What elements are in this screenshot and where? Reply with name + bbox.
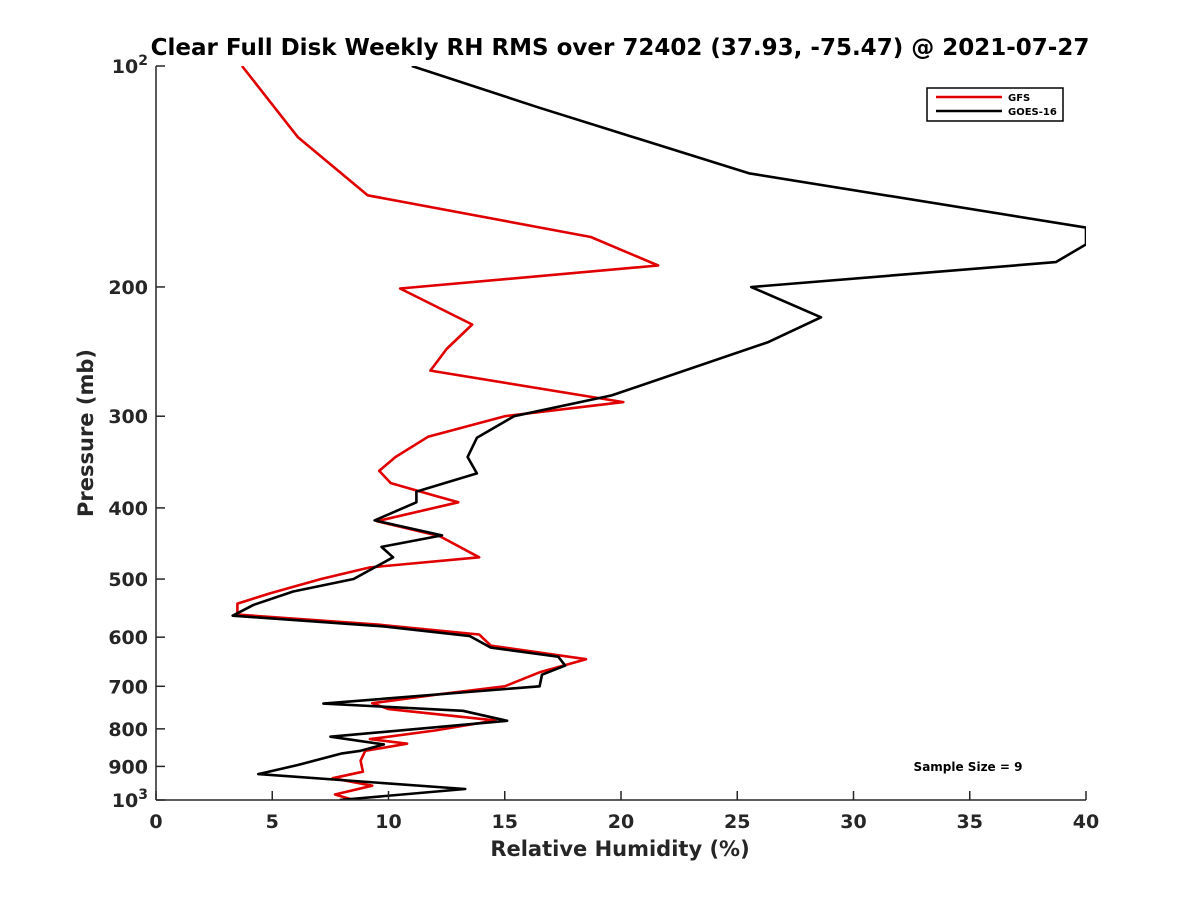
y-tick-label: 300 <box>108 406 148 428</box>
legend-label: GFS <box>1008 93 1030 104</box>
y-tick-label: 700 <box>108 676 148 698</box>
x-tick-label: 25 <box>724 811 750 833</box>
sample-size-annotation: Sample Size = 9 <box>914 760 1023 774</box>
legend-label: GOES-16 <box>1008 107 1057 118</box>
y-tick-label: 200 <box>108 277 148 299</box>
chart-title: Clear Full Disk Weekly RH RMS over 72402… <box>151 35 1090 61</box>
y-tick-label: 900 <box>108 756 148 778</box>
series-line-goes-16 <box>231 66 1086 800</box>
legend: GFS GOES-16 <box>926 87 1064 122</box>
y-tick-label: 500 <box>108 569 148 591</box>
x-tick-label: 40 <box>1073 811 1099 833</box>
x-tick-label: 35 <box>957 811 983 833</box>
legend-box <box>926 87 1064 122</box>
y-tick-label: 600 <box>108 627 148 649</box>
x-tick-label: 15 <box>492 811 518 833</box>
x-axis-label: Relative Humidity (%) <box>490 837 749 861</box>
x-tick-label: 30 <box>840 811 866 833</box>
y-tick-label: 102 <box>112 53 148 78</box>
y-axis-label: Pressure (mb) <box>74 349 98 517</box>
series-line-gfs <box>236 66 660 800</box>
y-ticks: 102 200 300 400 500 600 700 800 900 103 <box>108 53 165 812</box>
y-tick-label: 800 <box>108 719 148 741</box>
x-tick-label: 10 <box>375 811 401 833</box>
y-tick-label: 400 <box>108 498 148 520</box>
x-tick-label: 5 <box>266 811 279 833</box>
y-tick-label: 103 <box>112 787 148 812</box>
x-ticks: 0 5 10 15 20 25 30 35 40 <box>149 791 1099 833</box>
plot-series <box>231 66 1086 800</box>
x-tick-label: 20 <box>608 811 634 833</box>
x-tick-label: 0 <box>149 811 162 833</box>
